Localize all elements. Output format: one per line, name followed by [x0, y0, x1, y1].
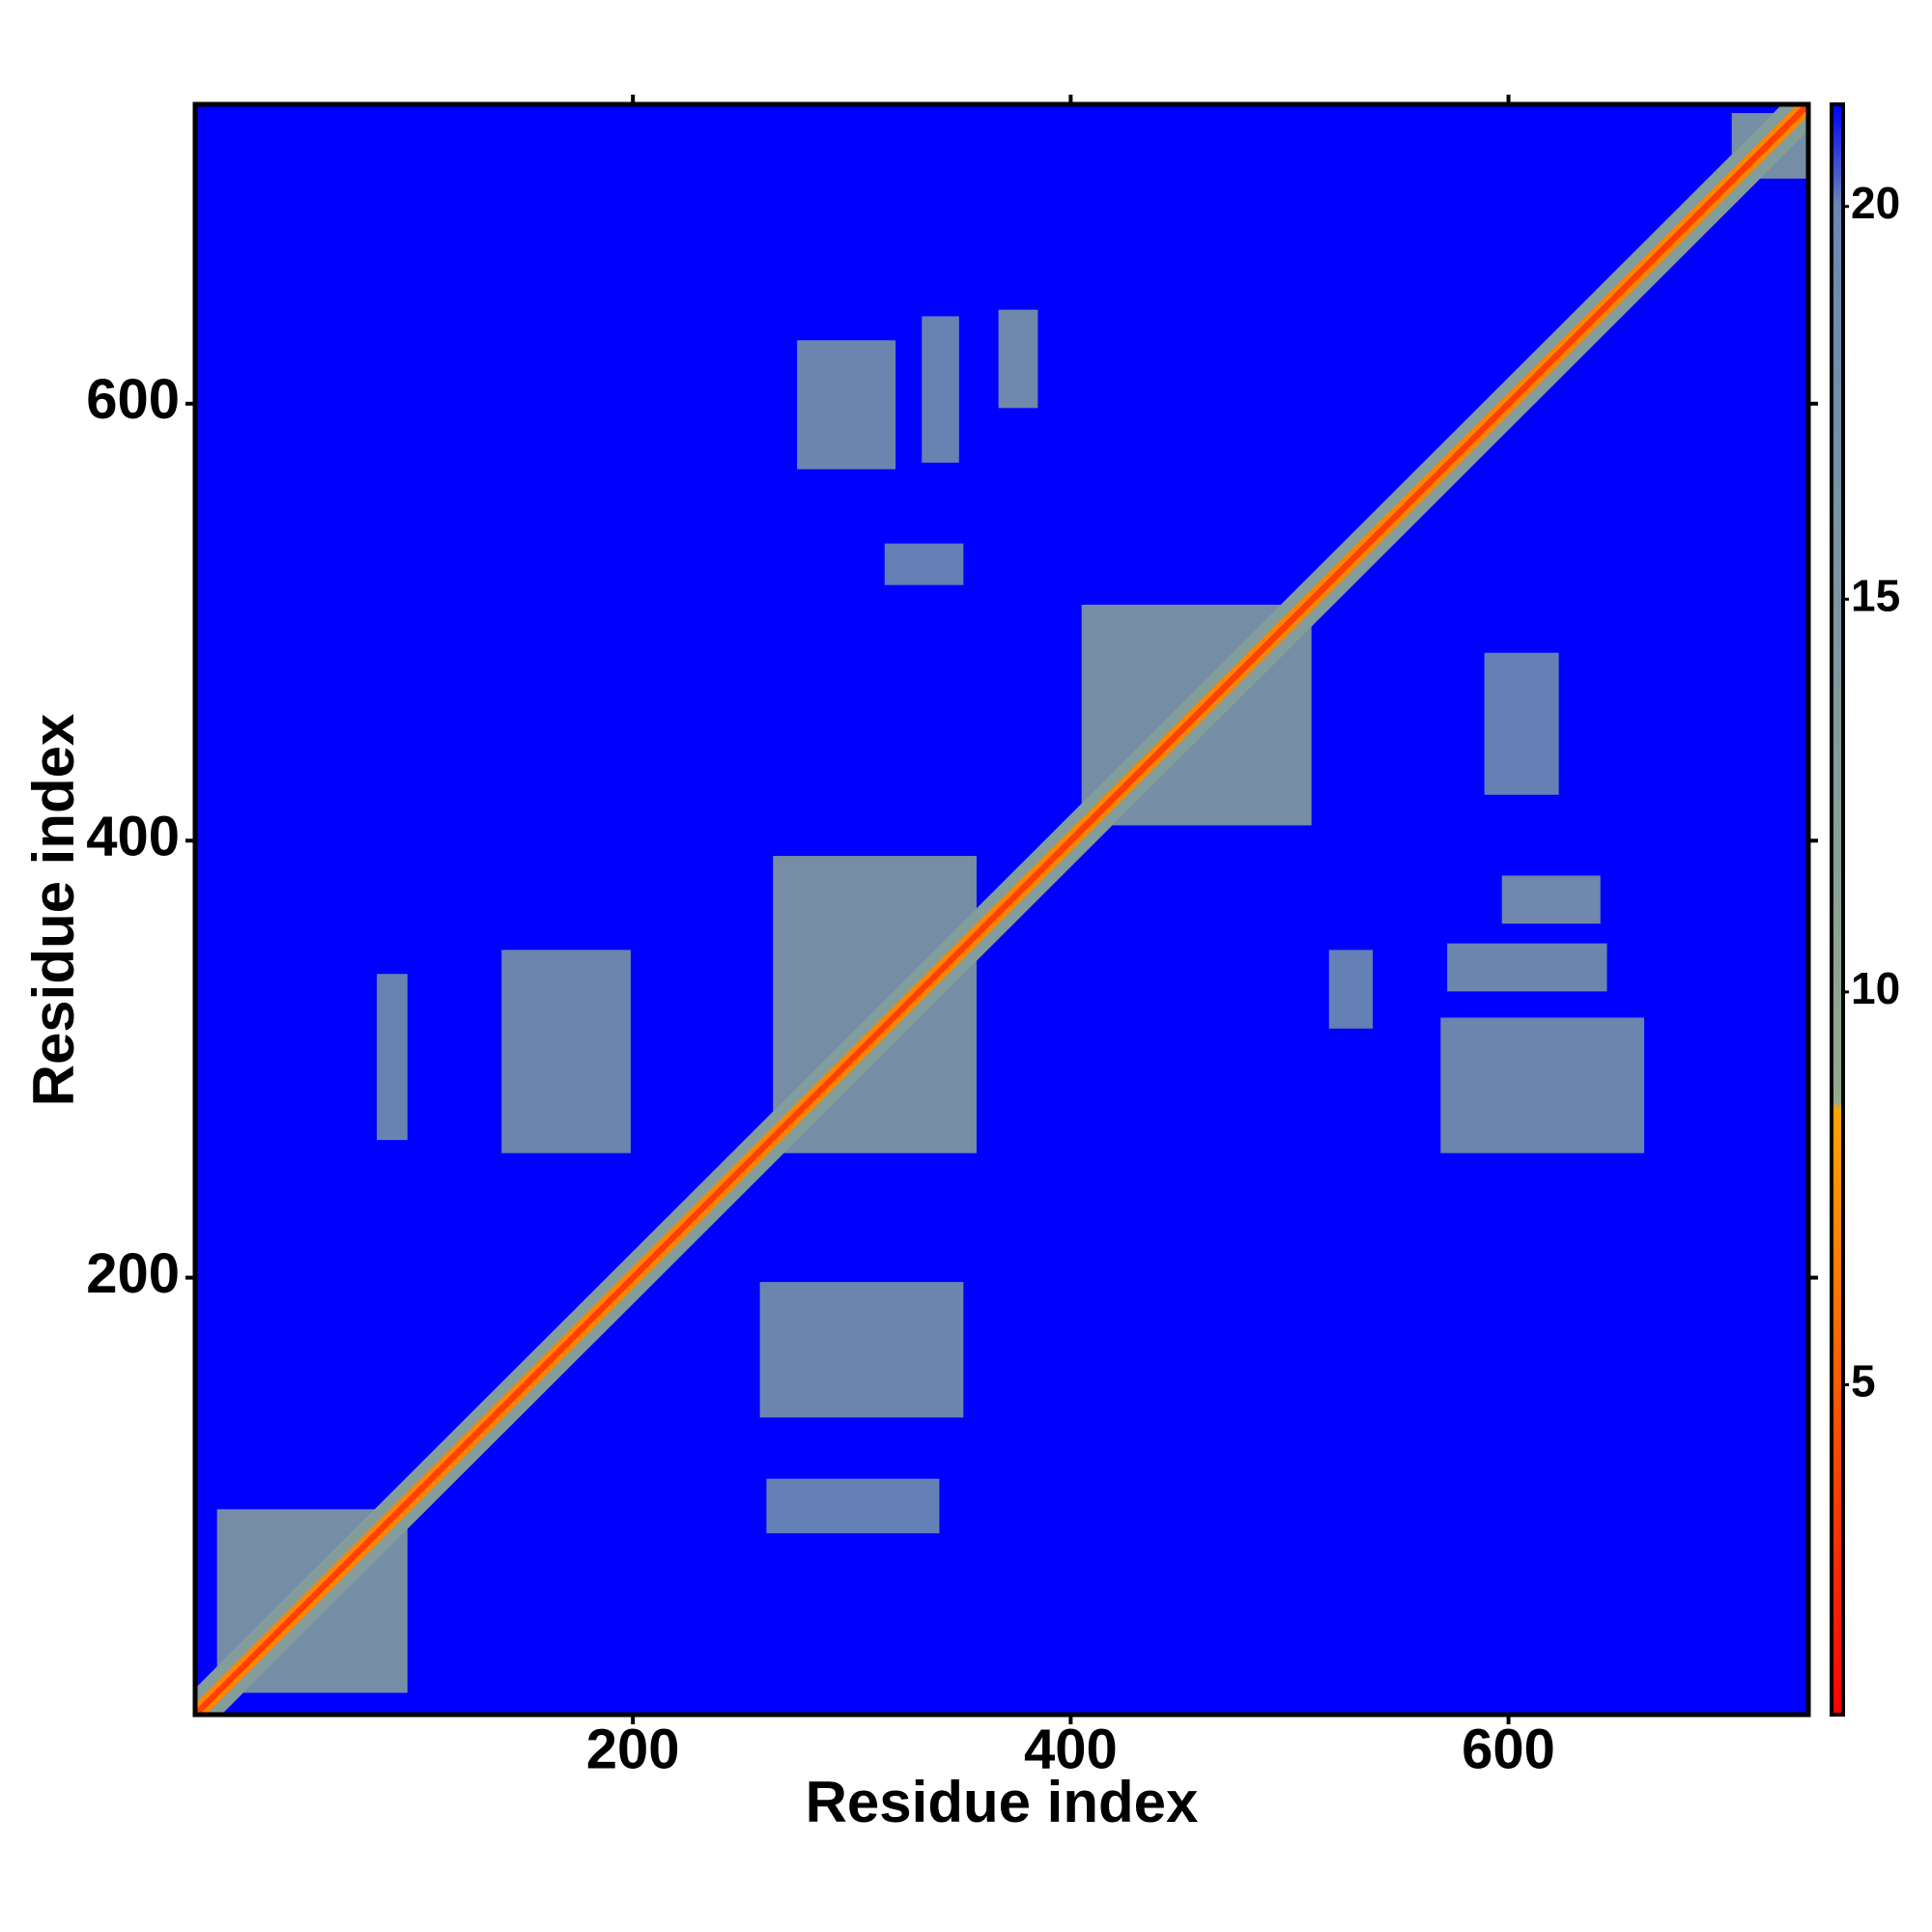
contact-region [1328, 950, 1374, 1029]
contact-region [501, 950, 631, 1153]
contact-region [1447, 943, 1607, 992]
x-tick-label: 200 [586, 1718, 680, 1780]
contact-region [922, 316, 959, 463]
contact-region [797, 340, 896, 469]
y-tick-label: 400 [86, 806, 180, 868]
contact-region [884, 543, 964, 585]
contact-region [1440, 1017, 1645, 1153]
colorbar [1830, 102, 1845, 1717]
diagonal-band [195, 104, 1808, 1715]
contact-region [998, 309, 1038, 409]
contact-region [1501, 875, 1601, 924]
plot-area [195, 104, 1808, 1715]
contact-region [377, 974, 408, 1141]
x-axis-title: Residue index [806, 1770, 1199, 1834]
contact-region [1484, 652, 1559, 795]
contact-region [759, 1282, 964, 1418]
plot-frame [192, 101, 1811, 1718]
y-axis-title: Residue index [21, 714, 86, 1107]
colorbar-tick-label: 20 [1851, 178, 1900, 228]
y-tick-label: 600 [86, 368, 180, 431]
y-tick-label: 200 [86, 1242, 180, 1305]
x-tick-label: 400 [1024, 1718, 1118, 1780]
x-tick-label: 600 [1462, 1718, 1555, 1780]
colorbar-tick-label: 15 [1851, 570, 1900, 620]
contact-region [766, 1478, 940, 1534]
colorbar-tick-label: 10 [1851, 963, 1900, 1013]
colorbar-tick-label: 5 [1851, 1356, 1876, 1406]
